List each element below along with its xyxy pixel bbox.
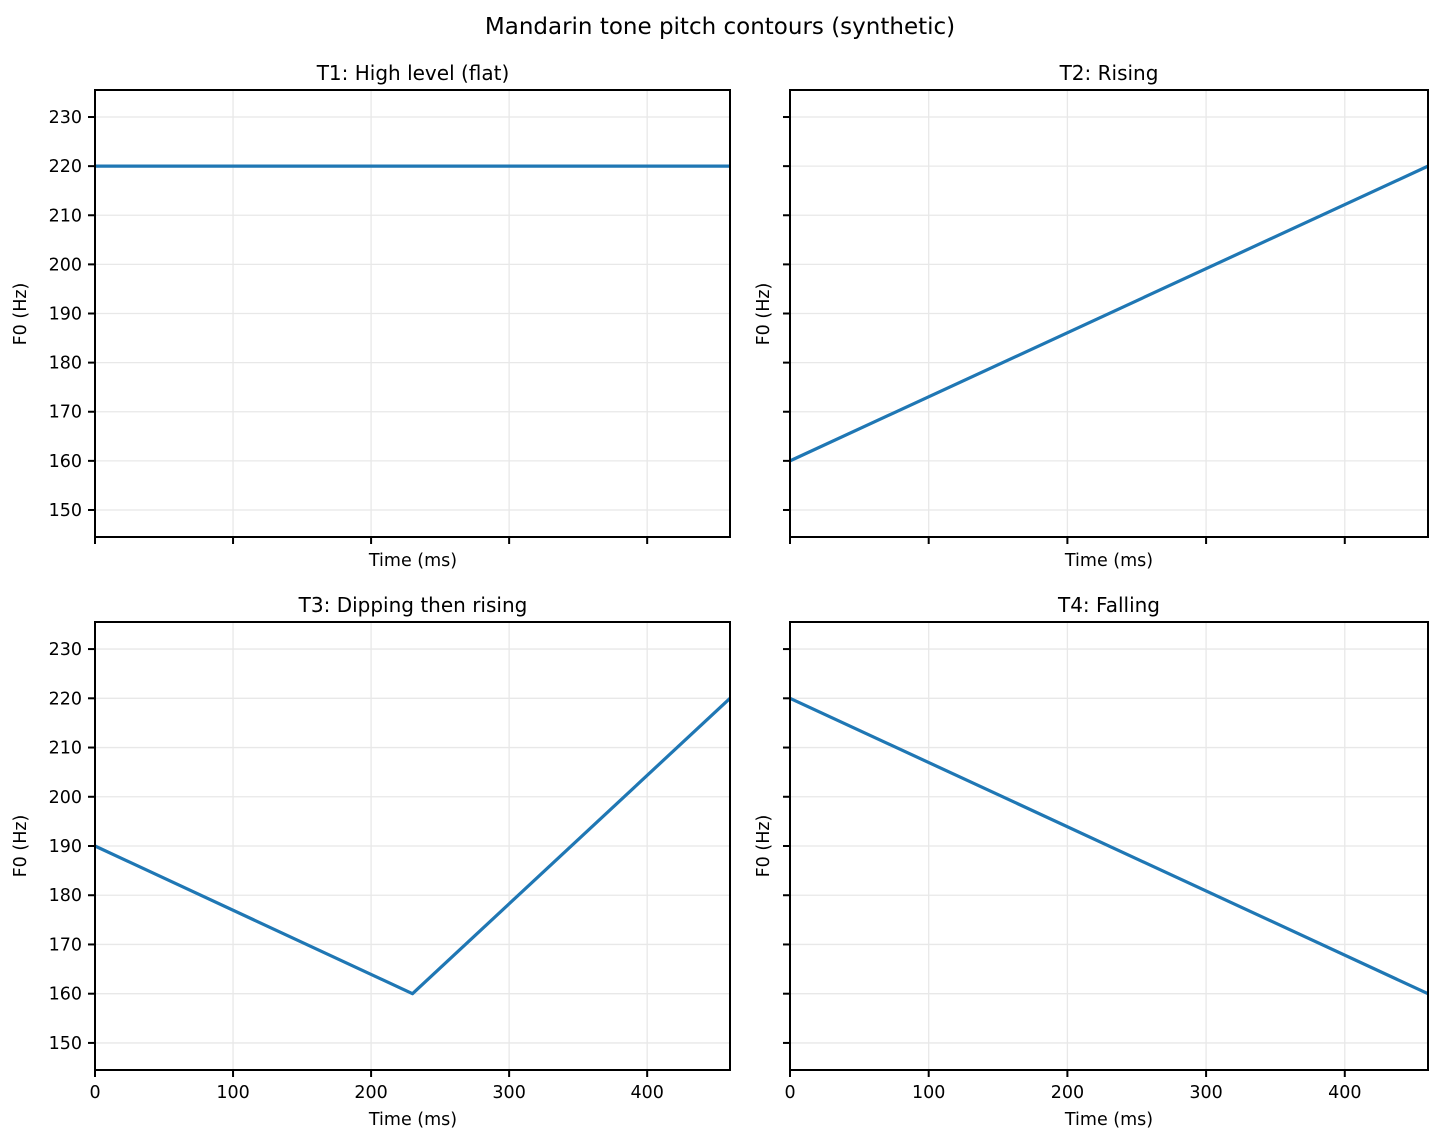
x-tick-label: 200 (1051, 1083, 1084, 1103)
y-tick-label: 230 (49, 640, 82, 660)
y-tick-label: 180 (49, 354, 82, 374)
y-tick-label: 220 (49, 157, 82, 177)
x-tick-label: 0 (784, 1083, 795, 1103)
x-axis-label: Time (ms) (1064, 1110, 1154, 1130)
y-tick-label: 170 (49, 935, 82, 955)
subplot-title-t1: T1: High level (flat) (316, 61, 510, 85)
y-axis-label: F0 (Hz) (754, 282, 774, 346)
y-tick-label: 220 (49, 689, 82, 709)
x-tick-label: 400 (1328, 1083, 1361, 1103)
pitch-contour-line (789, 164, 1429, 463)
axes-t2 (783, 89, 1429, 544)
x-tick-label: 300 (492, 1083, 525, 1103)
axes-t4: 0 100 200 300 400 (783, 621, 1429, 1103)
y-tick-label: 170 (49, 403, 82, 423)
y-tick-label: 210 (49, 739, 82, 759)
subplot-title-t4: T4: Falling (1057, 593, 1161, 617)
y-tick-label: 190 (49, 837, 82, 857)
x-axis-label: Time (ms) (1064, 551, 1154, 571)
y-tick-label: 200 (49, 788, 82, 808)
y-axis-label: F0 (Hz) (11, 282, 31, 346)
y-tick-label: 190 (49, 305, 82, 325)
y-tick-label: 150 (49, 1034, 82, 1054)
pitch-contour-line (789, 696, 1429, 996)
subplot-title-t2: T2: Rising (1059, 61, 1159, 85)
y-tick-label: 150 (49, 501, 82, 521)
y-axis-label: F0 (Hz) (754, 814, 774, 878)
y-tick-label: 210 (49, 206, 82, 226)
x-tick-label: 100 (216, 1083, 249, 1103)
y-tick-label: 230 (49, 108, 82, 128)
figure-title: Mandarin tone pitch contours (synthetic) (484, 14, 956, 40)
x-tick-label: 200 (354, 1083, 387, 1103)
x-tick-label: 400 (630, 1083, 663, 1103)
y-tick-label: 160 (49, 452, 82, 472)
x-axis-label: Time (ms) (368, 1110, 458, 1130)
x-tick-label: 100 (912, 1083, 945, 1103)
y-tick-label: 180 (49, 886, 82, 906)
subplot-title-t3: T3: Dipping then rising (298, 593, 528, 617)
axes-t1: 150 160 170 180 190 200 210 220 230 (49, 89, 731, 544)
axes-t3: 0 100 200 300 400 150 160 170 180 190 200 210 220 230 (49, 621, 732, 1103)
y-tick-label: 160 (49, 985, 82, 1005)
x-tick-label: 0 (89, 1083, 100, 1103)
y-axis-label: F0 (Hz) (11, 814, 31, 878)
pitch-contour-line (94, 697, 732, 996)
y-tick-label: 200 (49, 255, 82, 275)
x-axis-label: Time (ms) (368, 551, 458, 571)
x-tick-label: 300 (1189, 1083, 1222, 1103)
